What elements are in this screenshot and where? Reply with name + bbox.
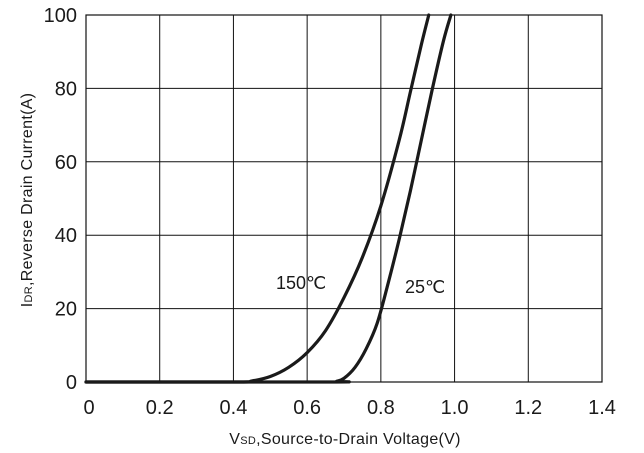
x-tick-label: 0.4 [220, 397, 248, 419]
x-axis-label-prefix: V [229, 431, 240, 448]
plot-frame [85, 14, 603, 383]
x-tick-label: 0.6 [293, 397, 321, 419]
x-tick-label: 1.0 [441, 397, 469, 419]
y-tick-label: 80 [55, 78, 77, 100]
y-axis-label-prefix: I [19, 303, 36, 308]
x-tick-label: 0.2 [146, 397, 174, 419]
y-tick-labels: 0 20 40 60 80 100 [44, 5, 77, 394]
x-axis-label-sub: SD [240, 435, 256, 447]
y-axis-label: IDR,Reverse Drain Current(A) [19, 93, 36, 308]
grid-lines [85, 14, 603, 383]
y-tick-label: 40 [55, 225, 77, 247]
y-tick-label: 0 [66, 372, 77, 394]
y-axis-label-sub: DR [23, 286, 35, 303]
series-label-150c: 150℃ [276, 273, 326, 293]
series-line-25c [84, 13, 453, 384]
y-axis-label-text: ,Reverse Drain Current(A) [19, 93, 36, 286]
x-tick-label: 0.8 [367, 397, 395, 419]
x-axis-label-text: ,Source-to-Drain Voltage(V) [256, 431, 461, 448]
x-tick-label: 1.4 [588, 397, 616, 419]
x-tick-label: 0 [83, 397, 94, 419]
series-lines [84, 13, 453, 384]
y-tick-label: 60 [55, 152, 77, 174]
series-label-25c: 25℃ [405, 277, 445, 297]
x-tick-labels: 0 0.2 0.4 0.6 0.8 1.0 1.2 1.4 [83, 397, 615, 419]
y-tick-label: 20 [55, 299, 77, 321]
x-axis-label: VSD,Source-to-Drain Voltage(V) [229, 431, 461, 448]
x-tick-label: 1.2 [514, 397, 542, 419]
y-tick-label: 100 [44, 5, 77, 27]
